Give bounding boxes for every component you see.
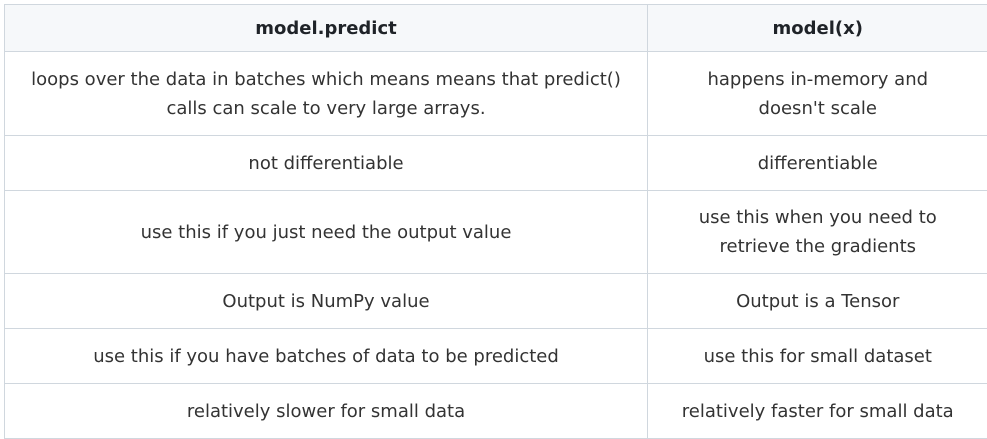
comparison-table: model.predict model(x) loops over the da… [4,4,987,439]
table-cell: relatively slower for small data [5,384,648,439]
table-cell: Output is NumPy value [5,274,648,329]
table-cell: not differentiable [5,136,648,191]
table-cell: use this for small dataset [648,329,987,384]
table-header: model.predict model(x) [5,5,987,52]
table-row: loops over the data in batches which mea… [5,52,987,136]
table-cell: use this when you need to retrieve the g… [648,191,987,274]
table-row: use this if you have batches of data to … [5,329,987,384]
table-cell: Output is a Tensor [648,274,987,329]
header-cell-model-predict: model.predict [5,5,648,52]
header-row: model.predict model(x) [5,5,987,52]
table-cell: happens in-memory and doesn't scale [648,52,987,136]
table-cell: use this if you just need the output val… [5,191,648,274]
table-row: Output is NumPy value Output is a Tensor [5,274,987,329]
table-cell: differentiable [648,136,987,191]
table-row: use this if you just need the output val… [5,191,987,274]
table-cell: relatively faster for small data [648,384,987,439]
table-cell: use this if you have batches of data to … [5,329,648,384]
table-body: loops over the data in batches which mea… [5,52,987,439]
table-cell: loops over the data in batches which mea… [5,52,648,136]
table-row: relatively slower for small data relativ… [5,384,987,439]
header-cell-model-x: model(x) [648,5,987,52]
table-row: not differentiable differentiable [5,136,987,191]
